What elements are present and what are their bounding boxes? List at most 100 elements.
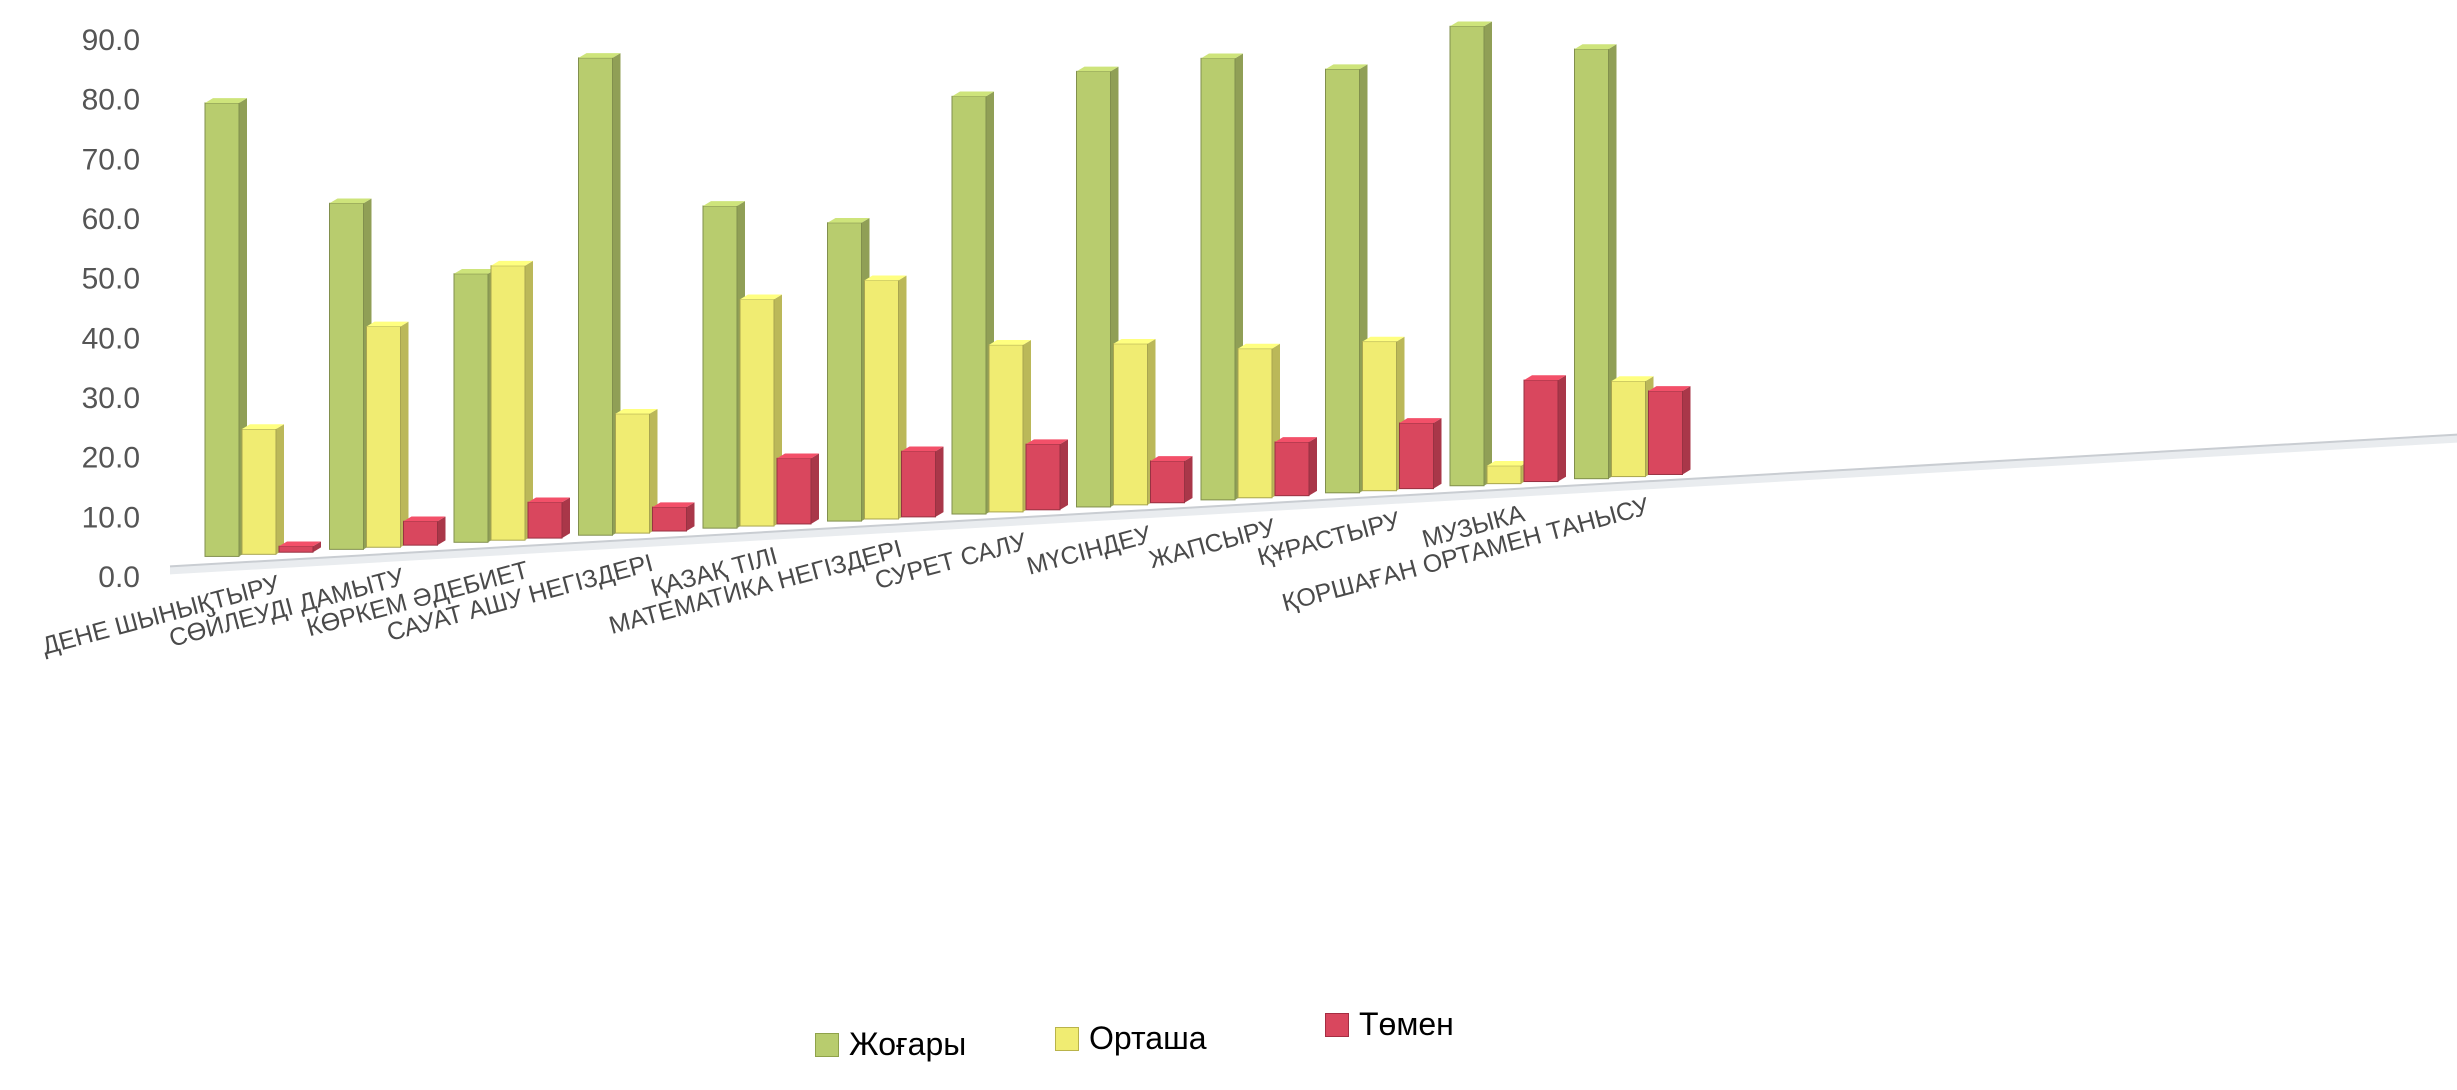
- bar-top: [1362, 336, 1405, 342]
- legend-label-high: Жоғары: [849, 1026, 967, 1062]
- bar: [1076, 66, 1119, 508]
- bar-front: [1113, 343, 1148, 506]
- bar: [453, 268, 496, 543]
- y-tick-label: 90.0: [82, 24, 140, 57]
- bar-top: [652, 502, 695, 508]
- bar-front: [1648, 390, 1683, 475]
- legend-swatch-low: [1325, 1012, 1349, 1037]
- bar: [615, 408, 658, 534]
- bar-front: [951, 95, 987, 515]
- bar-top: [329, 198, 372, 204]
- bar-front: [615, 413, 650, 534]
- bar: [1449, 21, 1492, 487]
- bar-front: [1237, 348, 1273, 499]
- bar-front: [652, 506, 687, 532]
- bar-front: [827, 222, 862, 522]
- bar-top: [1611, 376, 1654, 382]
- bar-front: [739, 298, 775, 527]
- bar-top: [1150, 456, 1193, 461]
- bar-side: [313, 541, 321, 553]
- bar: [739, 294, 782, 527]
- bar-top: [1238, 343, 1280, 349]
- bar-side: [276, 424, 284, 555]
- legend-swatch-mid: [1055, 1026, 1079, 1051]
- bar: [702, 201, 745, 529]
- legend-item-low: Төмен: [1325, 1006, 1454, 1043]
- bar: [1025, 439, 1068, 511]
- bar-top: [578, 53, 621, 58]
- bar-side: [811, 453, 819, 524]
- bar-top: [1450, 21, 1492, 27]
- bar-top: [952, 91, 994, 97]
- bar-top: [1113, 338, 1156, 344]
- bar-top: [703, 201, 745, 206]
- y-tick-label: 70.0: [82, 143, 140, 176]
- bar-front: [204, 102, 240, 557]
- bar-side: [1433, 418, 1442, 489]
- bar: [827, 217, 870, 522]
- bar-side: [525, 260, 533, 541]
- legend-swatch-high: [815, 1032, 839, 1057]
- bar-side: [1060, 439, 1068, 510]
- bar-top: [1026, 439, 1068, 445]
- bar-front: [1574, 48, 1609, 480]
- bar-side: [1309, 437, 1317, 496]
- bar: [1150, 456, 1193, 504]
- bar-front: [776, 457, 812, 525]
- bar: [1200, 53, 1243, 501]
- legend-label-mid: Орташа: [1089, 1020, 1207, 1056]
- bar: [578, 53, 621, 536]
- bar-top: [279, 541, 321, 547]
- bar-front: [864, 279, 899, 520]
- bar-front: [1523, 379, 1559, 483]
- bar-front: [988, 344, 1024, 513]
- bar-front: [578, 57, 613, 536]
- bar: [366, 321, 409, 548]
- bar-top: [1201, 53, 1243, 59]
- bar: [1362, 336, 1405, 492]
- bar-side: [935, 446, 944, 517]
- bar-top: [366, 321, 409, 327]
- bar-front: [1449, 25, 1485, 487]
- bar-top: [864, 275, 907, 281]
- bar-top: [1076, 66, 1119, 72]
- bar-front: [1325, 68, 1360, 494]
- bar-side: [1184, 456, 1193, 503]
- bar-front: [1274, 441, 1310, 497]
- bar-top: [1574, 44, 1617, 50]
- bar-side: [437, 516, 446, 546]
- bars-group: [204, 21, 1691, 557]
- bar-top: [901, 446, 944, 452]
- y-tick-label: 60.0: [82, 203, 140, 236]
- bar-top: [242, 424, 284, 430]
- bar-front: [901, 450, 936, 518]
- bar: [204, 98, 247, 557]
- bar-side: [686, 502, 695, 532]
- bar: [988, 340, 1031, 513]
- bar-side: [1608, 44, 1617, 479]
- y-tick-label: 30.0: [82, 382, 140, 415]
- bar: [329, 198, 372, 550]
- y-tick-label: 20.0: [82, 442, 140, 475]
- bar: [403, 516, 446, 546]
- bar-front: [1076, 70, 1111, 508]
- bar-top: [491, 260, 533, 266]
- y-tick-label: 80.0: [82, 84, 140, 117]
- bar-front: [241, 428, 277, 555]
- bar: [1113, 338, 1156, 506]
- floor-line: [169, 433, 2457, 568]
- bar-top: [454, 268, 496, 274]
- bar: [278, 541, 321, 553]
- bar-top: [1648, 386, 1691, 391]
- bar-front: [1362, 341, 1397, 492]
- bar: [527, 497, 570, 539]
- y-axis: 0.0 10.0 20.0 30.0 40.0 50.0 60.0 70.0 80.0 90.0: [82, 24, 140, 594]
- y-tick-label: 0.0: [98, 561, 140, 594]
- bar-top: [1487, 460, 1529, 466]
- bar: [1523, 375, 1566, 483]
- bar-side: [562, 497, 570, 539]
- bar-top: [403, 516, 446, 522]
- bar-top: [615, 408, 658, 414]
- y-tick-label: 10.0: [82, 501, 140, 534]
